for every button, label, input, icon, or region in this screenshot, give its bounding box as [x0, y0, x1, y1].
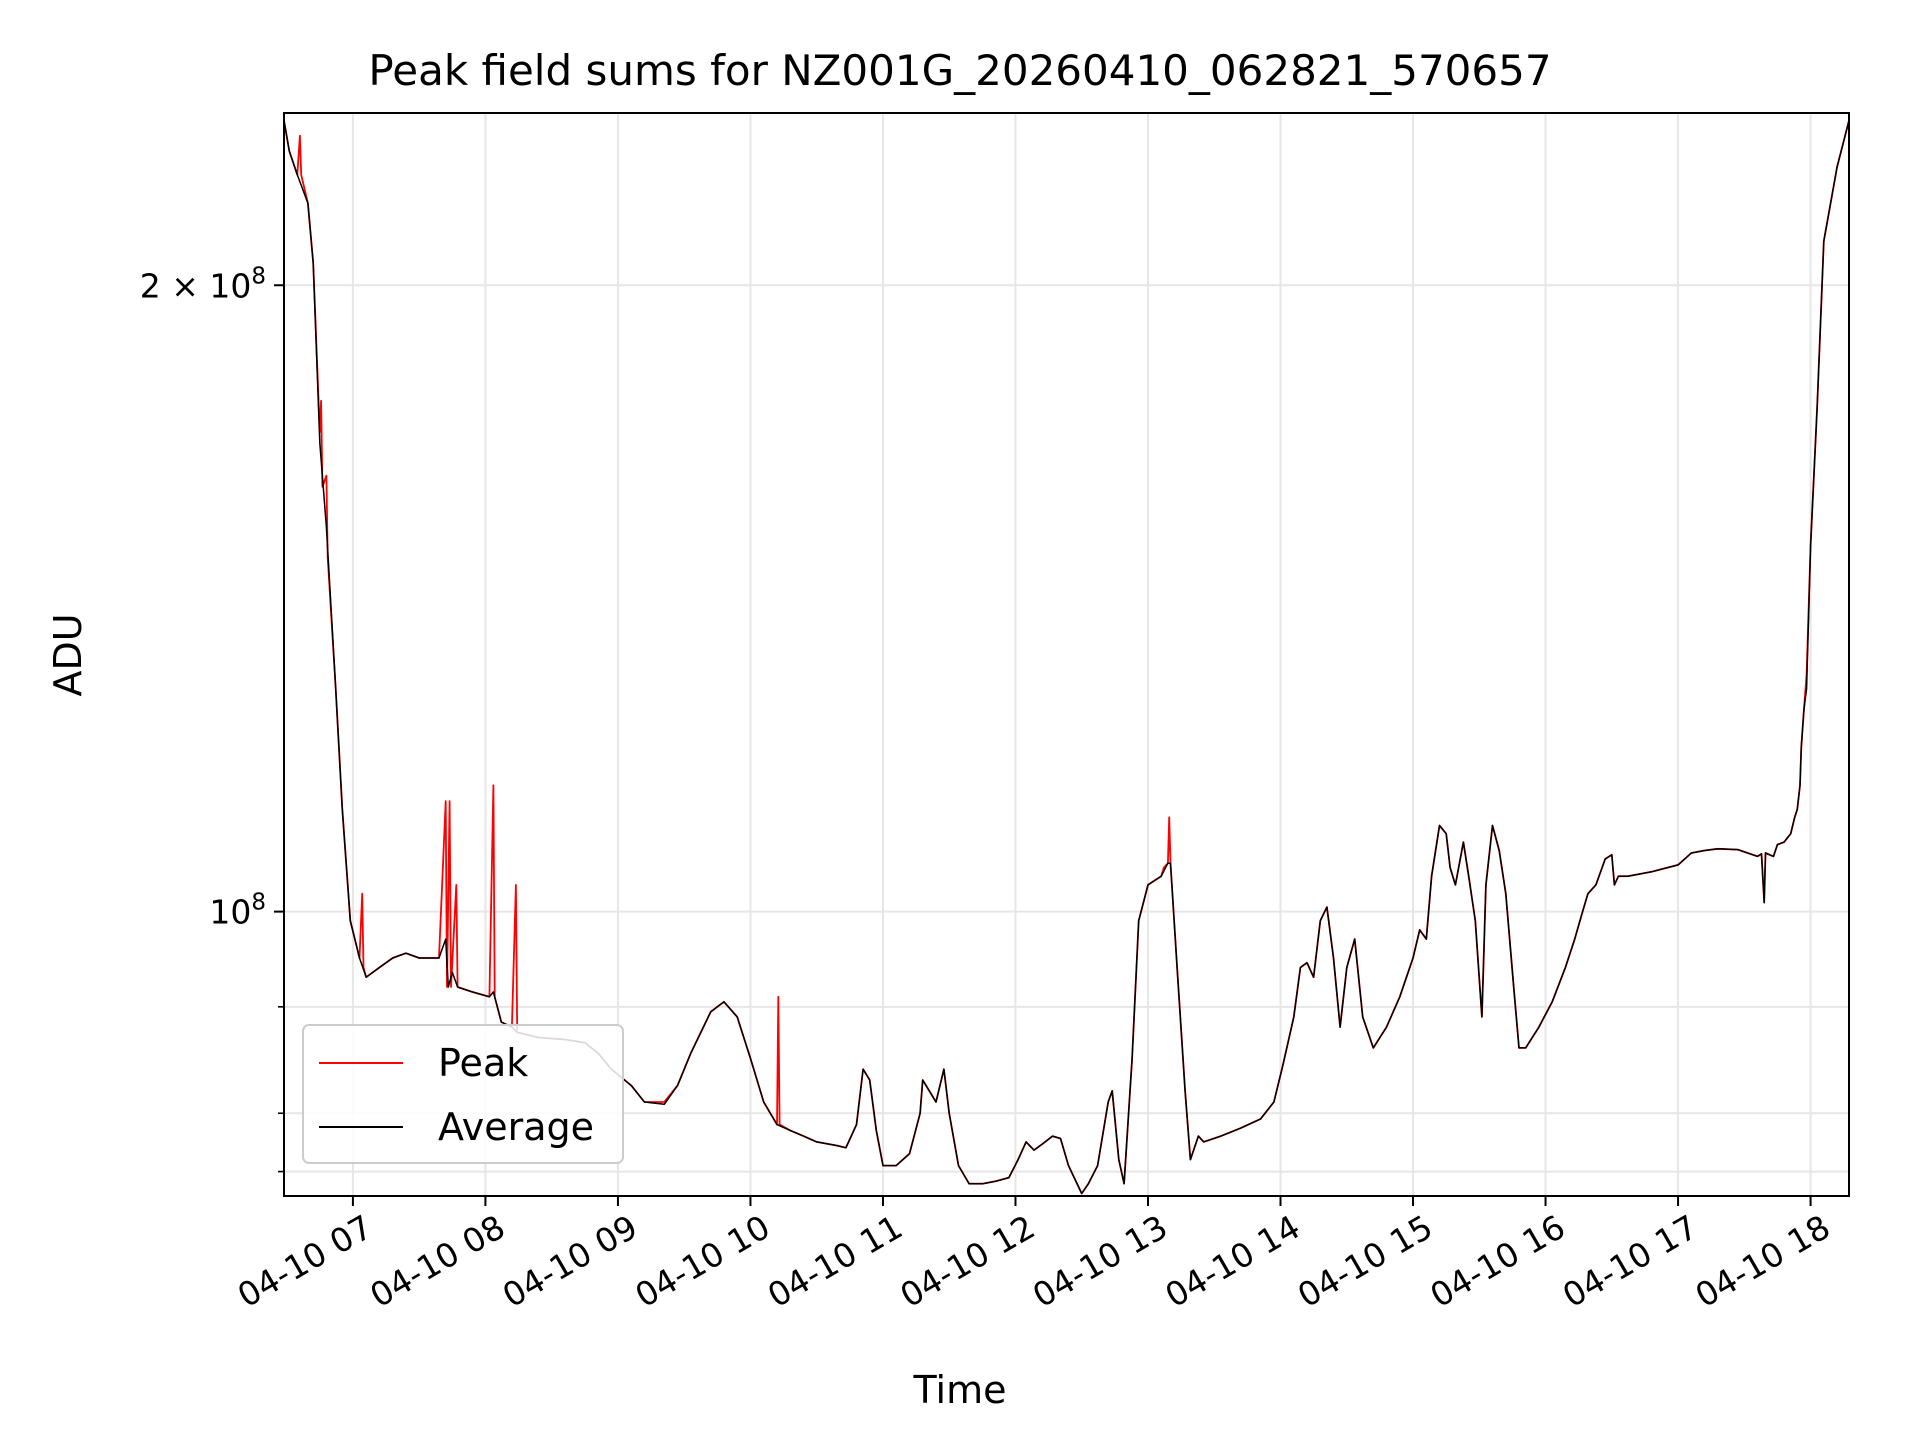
x-tick-label: 04-10 17 — [1556, 1207, 1704, 1315]
legend: Peak Average — [302, 1024, 624, 1164]
grid-lines — [284, 113, 1849, 1196]
x-tick-label: 04-10 13 — [1026, 1207, 1174, 1315]
x-tick-label: 04-10 09 — [496, 1207, 644, 1315]
y-tick-label: 2 × 108 — [140, 263, 266, 305]
x-tick-label: 04-10 08 — [363, 1207, 511, 1315]
legend-label-peak: Peak — [438, 1041, 528, 1085]
legend-box — [302, 1024, 624, 1164]
x-tick-label: 04-10 14 — [1159, 1207, 1307, 1315]
chart-title: Peak field sums for NZ001G_20260410_0628… — [368, 46, 1552, 95]
x-axis-label: Time — [913, 1368, 1007, 1412]
x-tick-label: 04-10 18 — [1689, 1207, 1837, 1315]
x-tick-label: 04-10 15 — [1291, 1207, 1439, 1315]
legend-label-average: Average — [438, 1105, 594, 1149]
x-tick-label: 04-10 12 — [893, 1207, 1041, 1315]
x-tick-label: 04-10 11 — [761, 1207, 909, 1315]
y-tick-label: 108 — [209, 890, 266, 932]
x-tick-label: 04-10 07 — [231, 1207, 379, 1315]
x-tick-label: 04-10 16 — [1424, 1207, 1572, 1315]
x-tick-label: 04-10 10 — [628, 1207, 776, 1315]
axes-frame — [283, 112, 1850, 1197]
